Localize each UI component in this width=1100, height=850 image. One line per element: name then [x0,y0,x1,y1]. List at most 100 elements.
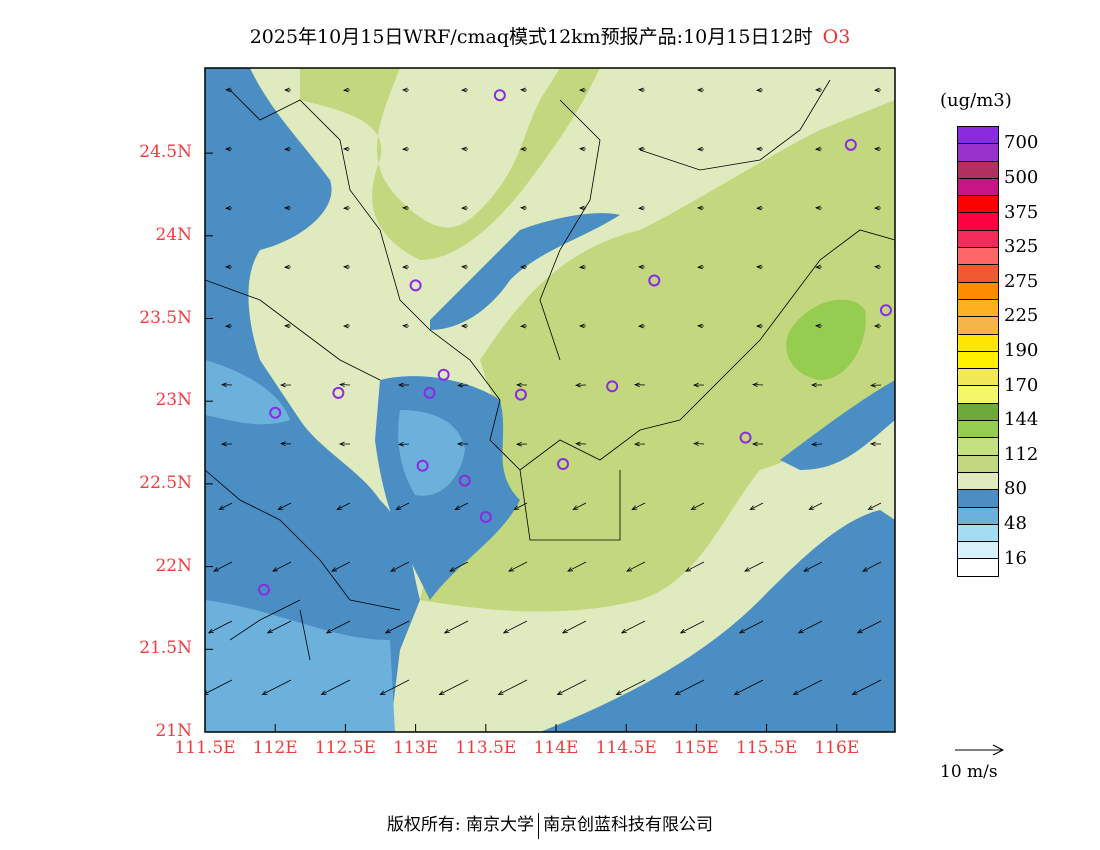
wind-arrow-head [815,323,821,329]
colorbar-swatch [958,421,998,439]
wind-arrow-head [516,441,522,447]
region-lightblue-west [205,360,290,425]
colorbar-swatch [958,403,998,422]
wind-arrow-head [224,264,231,270]
region-blue-80 [205,68,420,732]
wind-arrow [321,679,351,695]
colorbar-swatch [958,369,998,387]
lat-label: 22.5N [139,472,192,493]
wind-arrow [557,679,587,695]
colorbar-swatch [958,265,998,283]
wind-arrow-head [615,690,622,695]
wind-arrow [205,679,233,695]
lat-label: 23N [155,390,192,411]
wind-arrow-head [401,264,408,270]
wind-arrow-head [520,323,526,329]
footer: 版权所有: 南京大学 南京创蓝科技有限公司 [0,810,1100,839]
wind-arrow-head [685,567,692,572]
lon-label: 113.5E [455,738,517,758]
wind-arrow-head [756,87,762,93]
region-lightblue-center [398,410,465,496]
reference-vector-head [992,744,1005,756]
wind-arrow-head [744,567,751,572]
lat-label: 21N [155,721,192,741]
station-marker [514,388,527,401]
wind-arrow [621,620,646,634]
wind-arrow [262,679,292,695]
wind-arrow-head [261,690,268,695]
wind-arrow-head [575,382,581,388]
wind-arrow-head [213,567,220,572]
lat-label: 24N [155,224,192,245]
wind-arrow-head [398,441,404,447]
wind-arrow-head [679,628,686,634]
colorbar-label: 275 [1004,270,1039,292]
wind-arrow-head [225,323,231,329]
lat-label: 21.5N [139,638,192,659]
colorbar-swatch [958,127,998,145]
wind-arrow-head [697,323,703,329]
footer-separator [538,812,540,839]
wind-arrow-head [572,505,579,510]
station-marker [332,386,345,399]
wind-arrow-head [339,382,345,388]
colorbar-label: 325 [1004,236,1039,258]
wind-arrow [331,561,351,572]
wind-arrow [632,502,646,510]
wind-arrow [439,679,469,695]
wind-arrow [337,502,351,510]
region-lightblue-48 [205,600,395,732]
wind-arrow-head [637,264,644,270]
station-marker [606,380,619,393]
wind-arrow-head [207,628,214,634]
wind-arrow [573,502,587,510]
wind-arrow-head [519,264,526,270]
wind-arrow-head [638,323,644,329]
wind-arrow-head [874,87,880,93]
axis-ticks [204,152,838,733]
colorbar-label: 190 [1004,339,1039,361]
wind-arrow-head [272,567,279,572]
wind-arrow-head [873,323,880,329]
wind-arrow-head [803,567,810,572]
wind-arrow [326,620,351,634]
wind-arrow [798,620,823,634]
wind-arrow-head [851,690,858,695]
wind-arrow-head [513,505,520,510]
wind-arrow-head [461,264,467,270]
colorbar-swatch [958,299,998,318]
vector-legend-label: 10 m/s [940,762,998,782]
wind-arrow-head [862,567,869,572]
wind-arrow-head [384,628,391,634]
wind-arrow-head [697,264,703,270]
colorbar-label: 170 [1004,374,1039,396]
colorbar-swatch [958,490,998,508]
station-marker [844,138,857,151]
wind-arrow [498,679,528,695]
wind-arrow-head [325,628,332,634]
wind-arrow-head [338,441,345,447]
station-marker [557,458,570,471]
wind-arrow-head [634,382,640,388]
species-label: O3 [822,26,851,48]
wind-arrow-head [874,264,880,270]
map-frame [204,67,896,733]
wind-arrow-head [631,505,638,510]
colorbar-swatch [958,542,998,560]
wind-arrow [868,502,882,510]
colorbar-swatch [958,524,998,543]
wind-arrow [857,620,882,634]
colorbar-swatch [958,282,998,300]
wind-arrow-head [220,441,227,447]
station-marker [423,386,436,399]
wind-arrow-head [284,323,290,329]
wind-arrow-head [567,567,574,572]
wind-arrow-head [697,146,703,152]
wind-arrow [449,561,469,572]
lon-label: 114.5E [595,738,657,758]
wind-arrow-head [379,690,386,695]
wind-arrow-head [343,264,349,270]
wind-arrow-head [519,146,526,152]
wind-arrow-head [221,382,227,388]
wind-arrow-head [218,505,225,510]
